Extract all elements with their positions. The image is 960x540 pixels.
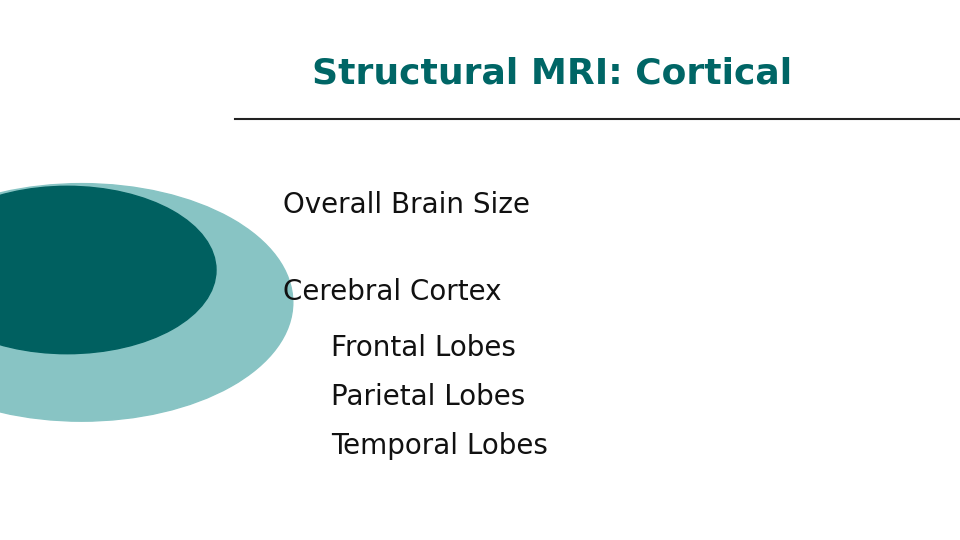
Text: Cerebral Cortex: Cerebral Cortex [283, 278, 502, 306]
Text: Temporal Lobes: Temporal Lobes [331, 431, 548, 460]
Circle shape [0, 186, 216, 354]
Circle shape [0, 184, 293, 421]
Text: Overall Brain Size: Overall Brain Size [283, 191, 530, 219]
Text: Frontal Lobes: Frontal Lobes [331, 334, 516, 362]
Text: Structural MRI: Cortical: Structural MRI: Cortical [312, 57, 792, 91]
Text: Parietal Lobes: Parietal Lobes [331, 383, 525, 411]
